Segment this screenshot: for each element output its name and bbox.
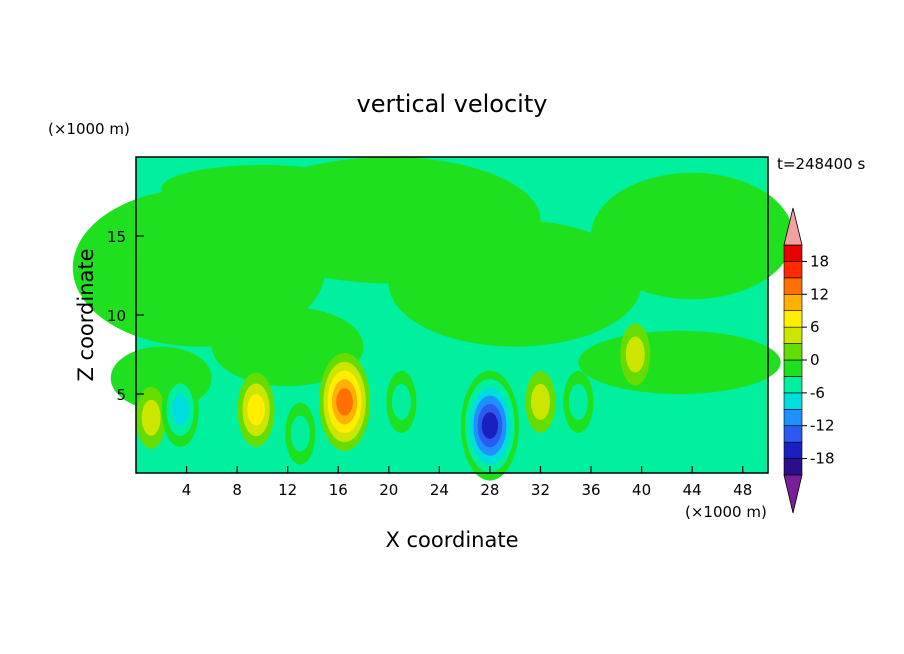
colorbar-extend-max [783, 207, 803, 246]
field-region [578, 330, 781, 394]
updraft-contour [141, 399, 161, 436]
updraft-contour [336, 388, 353, 416]
x-axis: 4 8 12 16 20 24 28 32 36 40 44 48 [182, 466, 752, 499]
y-axis-label: Z coordinate [74, 248, 98, 381]
y-tick-label: 10 [107, 307, 126, 325]
downdraft-contour [171, 394, 190, 426]
x-tick-label: 32 [531, 481, 550, 499]
colorbar-band [783, 392, 803, 410]
x-tick-label: 24 [430, 481, 449, 499]
x-tick-label: 48 [733, 481, 752, 499]
field-region [388, 220, 642, 347]
downdraft-contour [568, 383, 588, 420]
colorbar-band [783, 293, 803, 312]
y-tick-label: 15 [107, 228, 126, 246]
colorbar-band [783, 277, 803, 295]
y-tick-label: 5 [116, 386, 126, 404]
x-tick-label: 16 [329, 481, 348, 499]
updraft-contour [530, 383, 550, 420]
downdraft-contour [290, 415, 310, 452]
x-tick-label: 44 [683, 481, 702, 499]
x-tick-label: 12 [278, 481, 297, 499]
x-tick-label: 28 [480, 481, 499, 499]
chart-title: vertical velocity [357, 90, 548, 118]
colorbar-band [783, 441, 803, 459]
x-axis-label: X coordinate [385, 528, 518, 552]
downdraft-contour [391, 383, 411, 420]
colorbar-band [783, 244, 803, 262]
downdraft-contour [481, 412, 499, 439]
field-region [161, 164, 364, 213]
x-tick-label: 40 [632, 481, 651, 499]
colorbar-band [783, 343, 803, 361]
x-tick-label: 4 [182, 481, 192, 499]
updraft-contour [625, 336, 645, 373]
colorbar-band [783, 326, 803, 344]
colorbar-band [783, 359, 803, 377]
field-region [591, 172, 794, 300]
colorbar-tick-label: 6 [810, 318, 820, 336]
x-tick-label: 20 [379, 481, 398, 499]
colorbar-band [783, 408, 803, 427]
colorbar-band [783, 261, 803, 279]
colorbar-tick-label: 12 [810, 285, 829, 303]
time-label: t=248400 s [777, 155, 865, 173]
x-unit-label: (×1000 m) [685, 503, 767, 521]
field-region [211, 307, 364, 387]
colorbar-band [783, 425, 803, 443]
colorbar-tick-label: -18 [810, 450, 835, 468]
colorbar-tick-label: 18 [810, 252, 829, 270]
y-axis: 5 10 15 [107, 228, 144, 404]
x-tick-label: 36 [581, 481, 600, 499]
x-tick-label: 8 [232, 481, 242, 499]
y-unit-label: (×1000 m) [48, 120, 130, 138]
colorbar-tick-label: -12 [810, 417, 835, 435]
colorbar-band [783, 458, 803, 476]
colorbar-tick-label: -6 [810, 384, 825, 402]
updraft-contour [247, 394, 265, 426]
colorbar-tick-label: 0 [810, 351, 820, 369]
colorbar-band [783, 310, 803, 328]
colorbar: 18 12 6 0 -6 -12 -18 [783, 207, 835, 514]
colorbar-extend-min [783, 474, 803, 514]
colorbar-band [783, 376, 803, 394]
